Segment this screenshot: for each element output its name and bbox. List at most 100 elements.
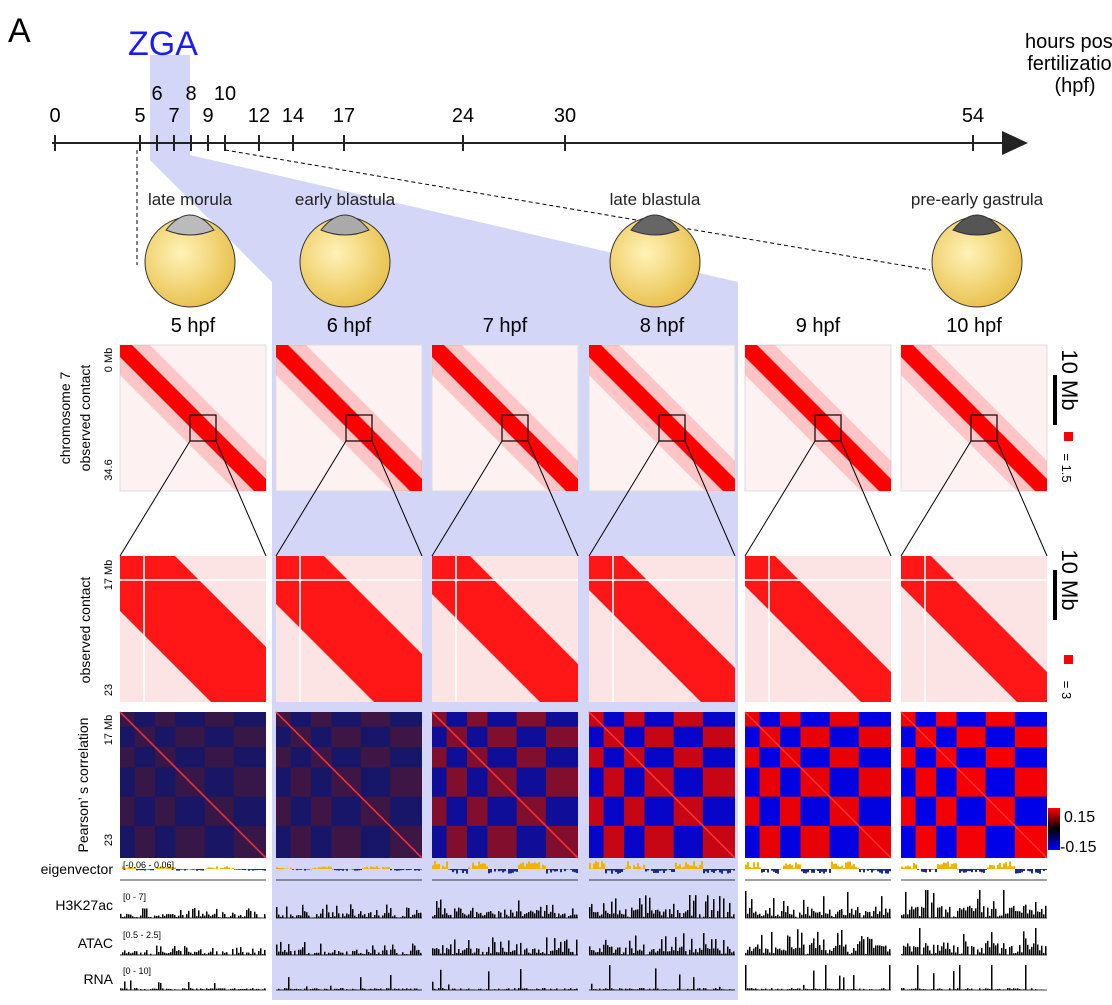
correlation-block — [674, 712, 703, 727]
eigen-bar — [589, 863, 591, 869]
track-bar — [120, 988, 122, 990]
track-bar — [957, 988, 959, 990]
track-bar — [550, 951, 552, 955]
track-bar — [749, 988, 751, 990]
correlation-block — [276, 727, 291, 747]
track-bar — [364, 989, 366, 990]
track-bar — [190, 953, 192, 955]
track-bar — [1037, 945, 1039, 955]
eigen-bar — [679, 864, 681, 869]
track-bar — [987, 908, 989, 918]
eigen-bar — [905, 866, 907, 869]
track-bar — [226, 917, 228, 918]
track-bar — [452, 954, 454, 955]
track-bar — [490, 953, 492, 955]
track-bar — [562, 989, 564, 990]
track-bar — [633, 910, 635, 918]
stage-label: late blastula — [610, 190, 701, 209]
track-bar — [368, 952, 370, 955]
track-bar — [124, 981, 126, 990]
eigen-bar — [518, 865, 520, 869]
eigen-bar — [597, 862, 599, 869]
eigen-bar — [416, 869, 418, 870]
track-bar — [324, 952, 326, 955]
track-bar — [306, 954, 308, 955]
track-bar — [458, 908, 460, 918]
track-bar — [1025, 938, 1027, 955]
timeline-label: 7 — [168, 105, 179, 127]
row-label: Pearson’ s correlation — [75, 718, 91, 853]
track-bar — [733, 951, 735, 955]
track-bar — [1013, 953, 1015, 955]
track-bar — [905, 892, 907, 918]
track-bar — [502, 989, 504, 990]
eigen-bar — [346, 869, 348, 871]
correlation-block — [361, 712, 390, 727]
row-label: 34.6 — [103, 459, 115, 480]
eigen-bar — [456, 869, 458, 874]
track-bar — [675, 917, 677, 918]
track-bar — [168, 989, 170, 990]
eigen-bar — [703, 869, 705, 873]
track-bar — [402, 952, 404, 955]
eigen-bar — [987, 867, 989, 869]
track-bar — [554, 989, 556, 990]
eigen-bar — [484, 864, 486, 869]
track-bar — [793, 910, 795, 918]
eigen-bar — [530, 863, 532, 869]
track-bar — [867, 912, 869, 918]
track-bar — [913, 989, 915, 990]
track-bar — [256, 989, 258, 990]
track-bar — [240, 947, 242, 955]
track-bar — [208, 953, 210, 955]
track-bar — [196, 916, 198, 918]
correlation-block — [760, 767, 780, 796]
eigen-bar — [841, 866, 843, 869]
track-bar — [532, 949, 534, 955]
correlation-block — [517, 727, 546, 747]
track-bar — [570, 952, 572, 955]
track-bar — [987, 941, 989, 955]
eigen-bar — [340, 869, 342, 870]
track-bar — [370, 953, 372, 955]
track-bar — [200, 916, 202, 918]
legend-text: = 1.5 — [1059, 453, 1074, 482]
track-bar — [418, 913, 420, 918]
eigen-bar — [887, 869, 889, 874]
track-bar — [208, 989, 210, 990]
eigen-bar — [663, 869, 665, 873]
track-bar — [729, 949, 731, 955]
track-bar — [514, 916, 516, 918]
track-bar — [827, 988, 829, 990]
track-bar — [629, 941, 631, 955]
track-bar — [206, 988, 208, 990]
eigen-bar — [867, 869, 869, 871]
timeline-label: 10 — [214, 83, 236, 105]
correlation-block — [205, 826, 234, 858]
correlation-block — [901, 747, 916, 767]
eigen-bar — [1035, 869, 1037, 873]
correlation-block — [447, 767, 467, 796]
track-bar — [408, 908, 410, 918]
track-bar — [877, 945, 879, 955]
eigen-bar — [653, 869, 655, 873]
track-label: ATAC — [78, 935, 113, 951]
track-bar — [482, 916, 484, 918]
eigen-bar — [1045, 869, 1047, 870]
track-bar — [979, 952, 981, 955]
correlation-block — [956, 797, 985, 826]
track-bar — [472, 953, 474, 955]
track-bar — [538, 989, 540, 990]
track-bar — [945, 909, 947, 918]
track-bar — [639, 988, 641, 990]
track-bar — [717, 989, 719, 990]
track-bar — [637, 989, 639, 990]
track-bar — [769, 953, 771, 955]
track-bar — [340, 988, 342, 990]
track-bar — [282, 952, 284, 955]
track-bar — [747, 914, 749, 918]
track-bar — [526, 988, 528, 990]
track-bar — [1039, 912, 1041, 918]
axis-title: hours post- — [1025, 31, 1112, 53]
track-bar — [653, 989, 655, 990]
